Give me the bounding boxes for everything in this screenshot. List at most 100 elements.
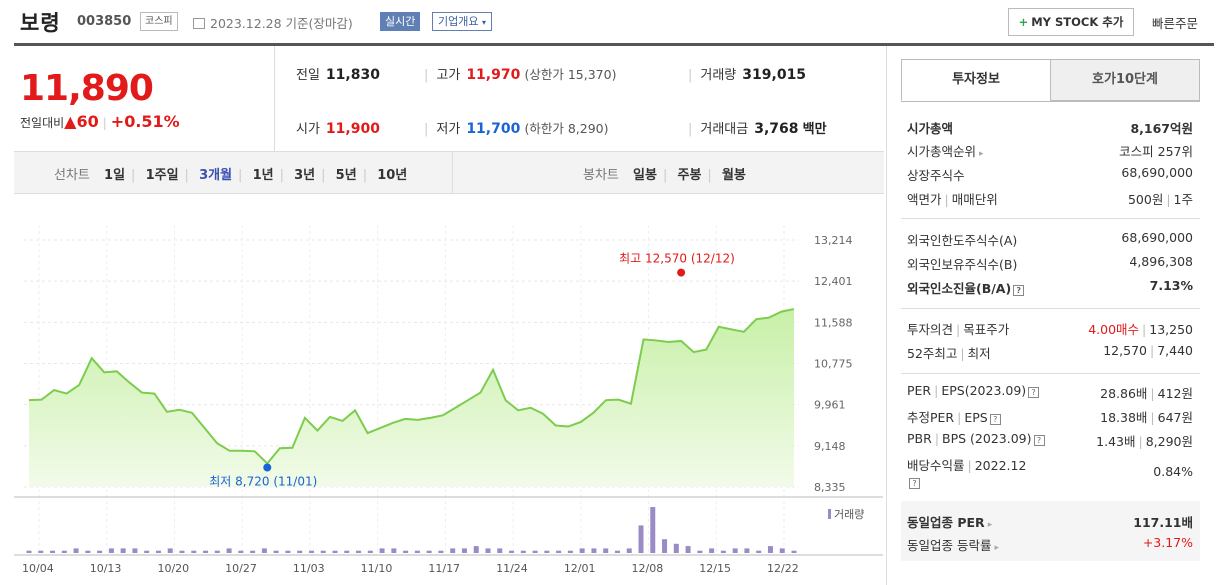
divider: | xyxy=(1150,410,1155,425)
row-value: 8,167억원 xyxy=(1130,121,1193,136)
volume-bar xyxy=(179,550,185,553)
divider: | xyxy=(707,168,712,183)
row-label: 배당수익률 xyxy=(907,458,965,473)
y-tick-label: 10,775 xyxy=(814,358,853,371)
volume-bar xyxy=(756,550,762,553)
tab-3y[interactable]: 3년 xyxy=(294,168,316,183)
tab-1d[interactable]: 1일 xyxy=(104,168,126,183)
tab-3m[interactable]: 3개월 xyxy=(199,168,233,183)
divider: | xyxy=(1166,192,1171,207)
help-icon[interactable]: ? xyxy=(1033,435,1045,446)
price-summary: 11,890 전일대비▲60 | +0.51% 전일 11,830 | 고가 11,970… xyxy=(14,46,884,152)
realtime-button[interactable]: 실시간 xyxy=(380,12,421,31)
volume-bar xyxy=(391,548,397,553)
y-tick-label: 13,214 xyxy=(814,234,853,247)
divider: | xyxy=(102,116,107,130)
row-label: 동일업종 등락률 xyxy=(907,538,992,553)
divider xyxy=(274,46,275,152)
stat-value: 11,900 xyxy=(325,121,380,137)
header-divider xyxy=(14,43,1214,46)
candle-chart-label: 봉차트 xyxy=(583,168,619,183)
divider: | xyxy=(1149,343,1155,358)
volume-bar xyxy=(97,550,103,553)
tab-monthly[interactable]: 월봉 xyxy=(721,168,746,183)
divider: | xyxy=(956,322,961,337)
row-sector-per[interactable]: 동일업종 PER ▸ 117.11배 xyxy=(907,512,1193,532)
row-est-per: 추정PER | EPS? 18.38배 | 647원 xyxy=(907,407,1193,427)
tab-5y[interactable]: 5년 xyxy=(335,168,357,183)
row-value: 1주 xyxy=(1173,192,1193,207)
tab-1w[interactable]: 1주일 xyxy=(145,168,179,183)
divider: | xyxy=(279,168,284,183)
volume-bar xyxy=(38,550,44,553)
row-market-cap-rank[interactable]: 시가총액순위 ▸ 코스피 257위 xyxy=(907,141,1193,161)
stat-label: 고가 xyxy=(436,68,461,83)
volume-bar xyxy=(650,507,656,553)
stat-value: 11,970 xyxy=(466,67,521,83)
volume-bar xyxy=(308,550,314,553)
change-label: 전일대비 xyxy=(20,116,65,130)
my-stock-add-button[interactable]: + MY STOCK 추가 xyxy=(1008,8,1134,36)
tab-weekly[interactable]: 주봉 xyxy=(677,168,702,183)
volume-bar xyxy=(332,550,338,553)
row-label: 외국인소진율(B/A) xyxy=(907,281,1012,296)
plus-icon: + xyxy=(1018,15,1029,29)
volume-bar xyxy=(344,550,350,553)
row-label: 추정PER xyxy=(907,410,955,425)
row-sector-rate[interactable]: 동일업종 등락률 ▸ +3.17% xyxy=(907,535,1193,555)
help-icon[interactable]: ? xyxy=(909,478,920,489)
help-icon[interactable]: ? xyxy=(989,414,1001,425)
row-value: 18.38배 xyxy=(1100,410,1148,425)
quick-order-link[interactable]: 빠른주문 xyxy=(1152,16,1199,31)
row-value: 13,250 xyxy=(1149,322,1193,337)
row-value: +3.17% xyxy=(1142,535,1193,550)
stat-label: 거래량 xyxy=(700,68,737,83)
row-value: 28.86배 xyxy=(1100,386,1148,401)
volume-bar xyxy=(356,550,362,553)
chevron-right-icon: ▸ xyxy=(979,149,984,159)
volume-bar xyxy=(497,548,503,553)
row-label: 매매단위 xyxy=(951,192,998,207)
divider: | xyxy=(662,168,668,183)
row-label: 외국인보유주식수(B) xyxy=(907,257,1018,272)
row-value: 7.13% xyxy=(1149,278,1193,293)
stat-open: 시가 11,900 xyxy=(296,118,380,137)
invest-info-panel: 투자정보 호가10단계 시가총액 8,167억원 시가총액순위 ▸ 코스피 257위 … xyxy=(886,46,1213,585)
divider: | xyxy=(957,410,962,425)
tab-orderbook[interactable]: 호가10단계 xyxy=(1050,59,1200,101)
volume-bar xyxy=(673,543,679,553)
x-tick-label: 12/15 xyxy=(699,562,731,575)
volume-bar xyxy=(697,550,703,553)
price-chart-svg: 13,214 12,401 11,588 10,775 9,961 9,148 8,335 1… xyxy=(14,225,883,575)
volume-bar xyxy=(226,548,232,553)
chevron-right-icon: ▸ xyxy=(994,543,1000,553)
tab-10y[interactable]: 10년 xyxy=(377,168,408,183)
price-area xyxy=(29,309,794,487)
volume-bar xyxy=(614,550,620,553)
company-name: 보령 xyxy=(20,11,61,35)
divider xyxy=(901,308,1200,309)
row-value: 0.84% xyxy=(1153,464,1193,479)
divider: | xyxy=(362,168,368,183)
volume-bar xyxy=(73,548,79,553)
row-value: 647원 xyxy=(1157,410,1193,425)
tab-daily[interactable]: 일봉 xyxy=(633,168,657,183)
volume-bar xyxy=(155,550,161,553)
tab-1y[interactable]: 1년 xyxy=(252,168,274,183)
tab-invest-info[interactable]: 투자정보 xyxy=(901,59,1051,101)
volume-bar xyxy=(509,550,515,553)
y-tick-label: 11,588 xyxy=(814,316,853,329)
row-label: 액면가 xyxy=(907,192,942,207)
stat-label: 저가 xyxy=(436,122,461,137)
stat-value: 319,015 xyxy=(742,67,807,83)
min-label: 최저 8,720 (11/01) xyxy=(209,475,317,489)
row-label: 최저 xyxy=(967,346,991,361)
help-icon[interactable]: ? xyxy=(1013,285,1025,296)
volume-bar xyxy=(320,550,326,553)
change-value: 60 xyxy=(76,112,99,131)
help-icon[interactable]: ? xyxy=(1028,387,1040,398)
company-overview-dropdown[interactable]: 기업개요 ▾ xyxy=(432,12,492,31)
stat-volume: | 거래량 319,015 xyxy=(688,64,806,83)
divider: | xyxy=(688,68,693,83)
x-tick-label: 12/01 xyxy=(564,562,596,575)
